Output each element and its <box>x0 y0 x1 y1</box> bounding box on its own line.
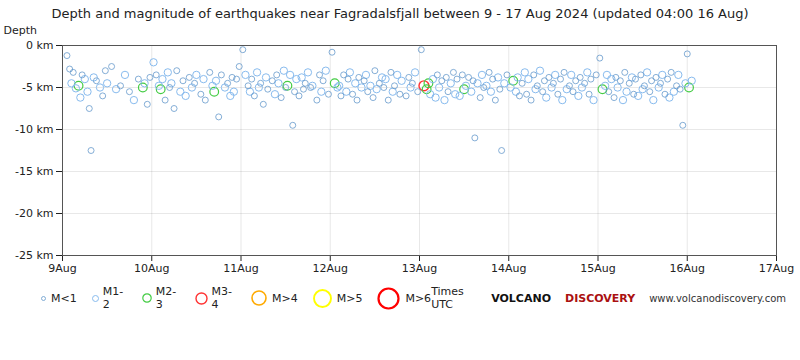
svg-text:16Aug: 16Aug <box>670 262 705 275</box>
svg-text:-15 km: -15 km <box>15 165 54 178</box>
svg-text:10Aug: 10Aug <box>134 262 169 275</box>
svg-text:-5 km: -5 km <box>22 81 54 94</box>
svg-text:17Aug: 17Aug <box>759 262 794 275</box>
html-text:DISCOVERY: DISCOVERY <box>565 291 636 305</box>
html-text:M>6Times UTC: M>6Times UTC <box>405 285 464 311</box>
svg-text:9Aug: 9Aug <box>48 262 76 275</box>
svg-text:15Aug: 15Aug <box>580 262 615 275</box>
html-text:Depth and magnitude of earthqu: Depth and magnitude of earthquakes near … <box>51 6 749 21</box>
svg-text:13Aug: 13Aug <box>402 262 437 275</box>
html-text:M3-4: M3-4 <box>211 285 232 311</box>
html-text:M>5: M>5 <box>336 291 363 305</box>
svg-text:11Aug: 11Aug <box>223 262 258 275</box>
html-text:www.volcanodiscovery.com: www.volcanodiscovery.com <box>649 292 786 304</box>
svg-text:0 km: 0 km <box>26 39 54 52</box>
svg-text:-20 km: -20 km <box>15 207 54 220</box>
svg-text:-25 km: -25 km <box>15 249 54 262</box>
svg-text:-10 km: -10 km <box>15 123 54 136</box>
svg-text:Depth: Depth <box>4 24 38 37</box>
html-text:M1-2: M1-2 <box>102 285 124 311</box>
svg-text:14Aug: 14Aug <box>491 262 526 275</box>
html-text:M>4: M>4 <box>272 291 298 305</box>
html-text:M<1: M<1 <box>51 291 77 305</box>
svg-text:12Aug: 12Aug <box>313 262 348 275</box>
html-text:VOLCANO: VOLCANO <box>491 291 551 305</box>
html-text:M2-3: M2-3 <box>155 285 177 311</box>
